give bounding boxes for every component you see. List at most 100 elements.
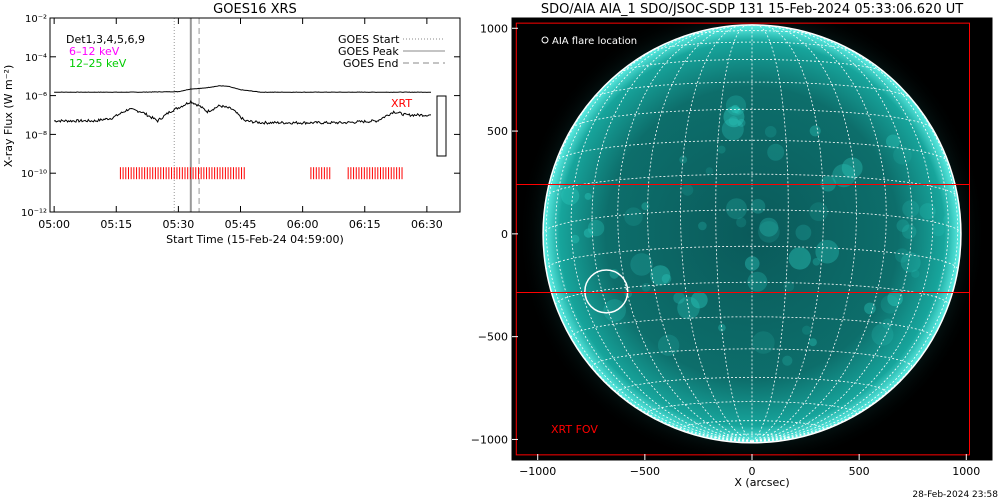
- active-region-glow: [759, 217, 779, 237]
- active-region-glow: [736, 217, 747, 228]
- active-region-glow: [737, 118, 746, 127]
- longitude-line: [751, 25, 857, 442]
- active-region-glow: [690, 291, 708, 309]
- longitude-line: [555, 36, 753, 442]
- aia-ytick-label: −1000: [471, 433, 508, 446]
- goes-ytick-label: 10⁻⁸: [25, 130, 47, 141]
- heliographic-grid: [542, 24, 962, 442]
- longitude-line: [751, 63, 959, 442]
- goes-xlabel: Start Time (15-Feb-24 04:59:00): [166, 233, 344, 246]
- goes-xtick-label: 05:30: [163, 218, 195, 231]
- active-region-glow: [718, 323, 726, 332]
- active-region-glow: [641, 202, 650, 211]
- active-region-glow: [895, 248, 910, 263]
- active-region-glow: [809, 202, 829, 222]
- active-region-glow: [752, 331, 775, 354]
- active-region-glow: [661, 274, 672, 284]
- active-region-glow: [561, 186, 580, 205]
- active-region-glow: [767, 143, 785, 161]
- xrt-coverage-marks: [119, 167, 403, 180]
- xrt-fov-label: XRT FOV: [551, 423, 598, 436]
- goes-vertical-markers: [173, 18, 200, 212]
- detectors-label: Det1,3,4,5,6,9: [66, 33, 145, 46]
- active-region-glow: [728, 116, 739, 126]
- flare-legend-marker: [541, 36, 549, 44]
- longitude-line: [570, 29, 753, 442]
- latitude-line: [555, 139, 949, 162]
- active-region-glow: [911, 269, 920, 278]
- active-region-glow: [919, 203, 936, 220]
- goes-ytick-label: 10⁻¹²: [21, 208, 47, 219]
- active-region-glow: [896, 219, 910, 232]
- latitude-line: [545, 245, 959, 270]
- series-high-band-line: [54, 99, 431, 125]
- active-region-glow: [570, 234, 580, 244]
- active-region-glow: [721, 118, 744, 141]
- active-region-glow: [841, 157, 863, 179]
- flare-location-circle: [584, 269, 629, 314]
- longitude-line: [751, 27, 913, 442]
- active-region-glow: [641, 282, 651, 292]
- active-region-glow: [734, 107, 741, 114]
- goes-xtick-label: 06:30: [411, 218, 443, 231]
- solar-limb: [542, 24, 962, 444]
- active-region-glow: [657, 334, 680, 356]
- active-region-glow: [747, 271, 768, 292]
- legend-goes-peak: GOES Peak: [338, 45, 399, 58]
- active-region-glow: [673, 292, 685, 304]
- latitude-line: [591, 348, 913, 368]
- goes-plot-frame: [49, 17, 461, 213]
- active-region-glow: [808, 338, 817, 347]
- flare-legend-label: AIA flare location: [552, 36, 637, 47]
- active-region-glow: [820, 175, 836, 192]
- active-region-glow: [782, 355, 793, 366]
- goes-ytick-label: 10⁻⁴: [25, 53, 47, 64]
- longitude-line: [680, 24, 753, 442]
- latitude-line: [546, 173, 958, 197]
- goes-xtick-label: 05:15: [100, 218, 132, 231]
- longitude-line: [751, 36, 949, 442]
- footer-timestamp: 28-Feb-2024 23:58: [912, 490, 998, 500]
- active-region-glow: [902, 200, 920, 218]
- active-region-glow: [871, 323, 894, 346]
- longitude-line: [591, 27, 753, 442]
- active-region-glow: [809, 125, 821, 137]
- goes-panel: GOES16 XRS 10⁻²10⁻⁴10⁻⁶10⁻⁸10⁻¹⁰10⁻¹²05:…: [2, 2, 461, 246]
- aia-panel: SDO/AIA AIA_1 SDO/JSOC-SDP 131 15-Feb-20…: [471, 2, 993, 489]
- latitude-line: [542, 209, 962, 234]
- longitude-line: [617, 25, 753, 442]
- goes-xtick-label: 05:00: [38, 218, 70, 231]
- xrt-label: XRT: [391, 97, 412, 110]
- goes-xtick-label: 06:00: [287, 218, 319, 231]
- legend-goes-end: GOES End: [343, 57, 399, 70]
- active-region-glow: [788, 247, 811, 270]
- aia-title: SDO/AIA AIA_1 SDO/JSOC-SDP 131 15-Feb-20…: [541, 2, 963, 17]
- active-region-glow: [802, 325, 812, 335]
- series-low-band-line: [54, 85, 431, 93]
- goes-series-lines: [54, 85, 431, 125]
- goes-ylabel: X-ray Flux (W m⁻²): [2, 65, 15, 167]
- aia-xtick-label: 1000: [952, 465, 980, 478]
- aia-xtick-label: −1000: [519, 465, 556, 478]
- goes-ytick-label: 10⁻¹⁰: [21, 169, 47, 180]
- aia-xlabel: X (arcsec): [734, 476, 789, 489]
- aia-xtick-label: −500: [630, 465, 660, 478]
- active-region-glow: [583, 228, 594, 238]
- goes-xtick-label: 05:45: [225, 218, 257, 231]
- active-region-glow: [864, 302, 876, 315]
- active-region-glow: [624, 207, 643, 226]
- active-region-glow: [931, 223, 945, 237]
- longitude-line: [751, 24, 789, 442]
- goes-xtick-label: 06:15: [349, 218, 381, 231]
- aia-ytick-label: 500: [487, 125, 508, 138]
- latitude-line: [592, 81, 912, 99]
- active-region-glow: [815, 239, 839, 264]
- goes-ytick-label: 10⁻⁶: [25, 92, 47, 103]
- active-region-glow: [783, 281, 795, 292]
- latitude-line: [649, 41, 855, 52]
- active-region-glow: [717, 145, 726, 154]
- active-region-glow: [880, 295, 900, 314]
- longitude-line: [751, 29, 934, 442]
- xrt-bar: [436, 95, 447, 157]
